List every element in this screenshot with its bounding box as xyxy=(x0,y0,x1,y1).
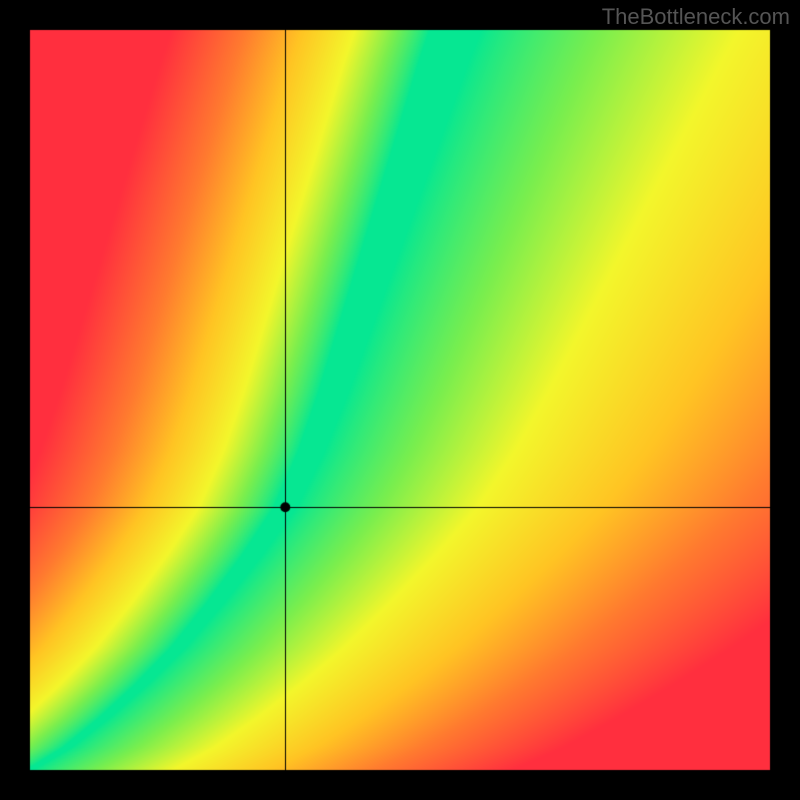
chart-container: TheBottleneck.com xyxy=(0,0,800,800)
bottleneck-heatmap xyxy=(0,0,800,800)
watermark-text: TheBottleneck.com xyxy=(602,4,790,30)
